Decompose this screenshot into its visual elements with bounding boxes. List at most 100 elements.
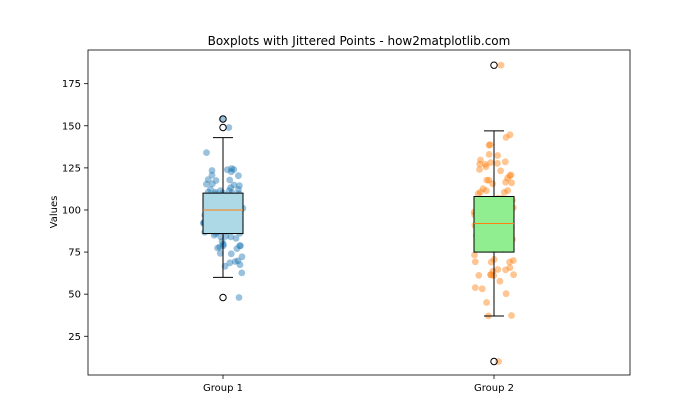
jitter-point-group-1 <box>236 242 244 250</box>
jitter-point-group-2 <box>497 167 504 175</box>
jitter-point-group-1 <box>237 242 244 250</box>
y-tick-label: 75 <box>68 248 81 259</box>
jitter-point-group-1 <box>227 184 235 192</box>
jitter-point-group-2 <box>494 152 501 159</box>
jitter-point-group-1 <box>212 177 220 184</box>
y-tick-label: 100 <box>62 205 81 216</box>
jitter-point-group-1 <box>203 149 210 157</box>
plot-layer <box>200 61 517 366</box>
y-tick-label: 125 <box>62 163 81 174</box>
y-tick-label: 25 <box>68 332 81 343</box>
jitter-point-group-2 <box>506 172 514 180</box>
jitter-point-group-1 <box>209 180 216 188</box>
jitter-point-group-1 <box>236 261 244 269</box>
box-group-1 <box>202 192 244 235</box>
jitter-point-group-1 <box>238 269 246 277</box>
jitter-point-group-1 <box>226 259 234 267</box>
jitter-point-group-2 <box>486 141 494 149</box>
jitter-point-group-2 <box>485 151 493 158</box>
jitter-point-group-2 <box>476 188 484 196</box>
jitter-point-group-1 <box>208 171 216 179</box>
jitter-point-group-2 <box>483 176 491 184</box>
jitter-point-group-2 <box>502 266 509 274</box>
jitter-point-group-1 <box>207 185 214 193</box>
jitter-point-group-2 <box>506 131 514 139</box>
jitter-point-group-2 <box>504 187 512 194</box>
plot-frame <box>87 49 631 376</box>
jitter-point-group-2 <box>487 159 494 167</box>
jitter-point-group-2 <box>508 179 515 187</box>
jitter-point-group-2 <box>487 271 494 279</box>
chart-title: Boxplots with Jittered Points - how2matp… <box>208 34 511 48</box>
jitter-point-group-1 <box>227 168 235 176</box>
jitter-point-group-1 <box>216 243 224 251</box>
jitter-point-group-2 <box>494 160 501 167</box>
jitter-point-group-1 <box>223 166 231 174</box>
jitter-point-group-1 <box>228 165 236 172</box>
jitter-point-group-2 <box>501 158 509 166</box>
jitter-point-group-2 <box>494 266 502 273</box>
jitter-point-group-2 <box>504 174 511 182</box>
jitter-point-group-2 <box>478 285 486 293</box>
jitter-point-group-2 <box>496 277 504 285</box>
jitter-point-group-2 <box>476 166 483 173</box>
axis-layer: Group 1 Group 2 25 50 75 100 125 150 175 <box>62 79 514 394</box>
jitter-point-group-1 <box>216 249 224 257</box>
jitter-point-group-2 <box>508 312 515 319</box>
jitter-point-group-1 <box>214 244 222 252</box>
y-tick-label: 150 <box>62 121 81 132</box>
jitter-point-group-1 <box>203 180 210 188</box>
outlier-marker-group-1 <box>219 293 227 302</box>
box-group-2 <box>473 196 515 253</box>
jitter-point-group-2 <box>476 160 484 168</box>
jitter-point-group-2 <box>506 264 514 272</box>
jitter-point-group-2 <box>477 156 484 164</box>
jitter-point-group-1 <box>236 182 243 190</box>
jitter-point-group-1 <box>204 176 212 184</box>
y-tick-label: 50 <box>68 290 81 301</box>
jitter-point-group-2 <box>487 258 495 266</box>
jitter-point-group-2 <box>485 176 493 184</box>
jitter-point-group-1 <box>235 294 243 301</box>
jitter-point-group-2 <box>500 188 508 196</box>
jitter-point-group-2 <box>471 284 479 291</box>
jitter-point-group-1 <box>225 124 233 131</box>
jitter-point-group-2 <box>502 290 510 298</box>
jitter-point-group-2 <box>483 299 490 306</box>
jitter-point-group-2 <box>502 178 510 186</box>
outlier-marker-group-2 <box>490 357 498 366</box>
jitter-point-group-1 <box>235 172 242 180</box>
jitter-point-group-1 <box>235 186 242 193</box>
jitter-point-group-1 <box>232 235 240 242</box>
jitter-point-group-2 <box>510 271 517 279</box>
jitter-point-group-1 <box>227 233 235 241</box>
jitter-point-group-1 <box>222 233 230 240</box>
jitter-point-group-2 <box>471 258 479 266</box>
jitter-point-group-1 <box>230 166 238 173</box>
y-axis-label: Values <box>49 196 60 229</box>
jitter-point-group-2 <box>497 61 505 69</box>
jitter-point-group-2 <box>474 190 482 198</box>
jitter-point-group-1 <box>230 181 238 189</box>
x-tick-label-group-2: Group 2 <box>474 383 514 394</box>
jitter-point-group-2 <box>471 251 478 259</box>
jitter-point-group-1 <box>225 187 233 195</box>
jitter-point-group-2 <box>485 141 493 149</box>
jitter-point-group-2 <box>479 185 487 193</box>
jitter-point-group-2 <box>482 187 490 195</box>
outlier-marker-group-2 <box>490 61 498 69</box>
jitter-point-group-1 <box>238 253 246 261</box>
jitter-point-group-2 <box>502 134 510 141</box>
jitter-point-group-1 <box>234 257 242 265</box>
x-tick-label-group-1: Group 1 <box>203 383 243 394</box>
jitter-point-group-2 <box>482 163 490 171</box>
jitter-point-group-2 <box>489 267 497 275</box>
jitter-point-group-1 <box>218 238 226 245</box>
jitter-point-group-1 <box>217 187 224 195</box>
outlier-marker-group-1 <box>219 123 227 132</box>
jitter-point-group-1 <box>231 258 239 265</box>
jitter-point-group-2 <box>507 171 515 179</box>
jitter-point-group-1 <box>233 245 241 253</box>
